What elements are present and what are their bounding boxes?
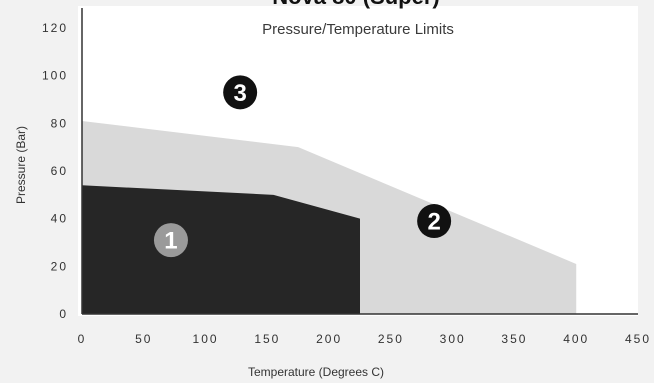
annotation-layer: 1 2 3: [153, 75, 452, 258]
areas-layer: [82, 120, 577, 314]
x-tick-label: 450: [625, 332, 651, 346]
y-tick-label: 60: [51, 164, 68, 178]
region-marker-circle: [417, 204, 452, 239]
chart-title: Pressure/Temperature Limits: [262, 21, 454, 38]
region-marker-1: 1: [153, 223, 188, 258]
y-tick-label: 100: [42, 69, 68, 83]
region-marker-3: 3: [223, 75, 258, 110]
axes-layer: [81, 8, 638, 315]
y-tick-label: 0: [59, 307, 68, 321]
x-tick-label: 350: [501, 332, 527, 346]
x-tick-label: 200: [316, 332, 342, 346]
limit-area-2: [82, 185, 360, 314]
y-axis-label: Pressure (Bar): [14, 126, 28, 204]
y-tick-label: 20: [51, 259, 68, 273]
region-marker-label: 1: [164, 228, 177, 255]
x-tick-label: 300: [440, 332, 466, 346]
x-tick-label: 150: [254, 332, 280, 346]
x-tick-label: 400: [563, 332, 589, 346]
region-marker-2: 2: [417, 204, 452, 239]
region-marker-label: 3: [233, 80, 246, 107]
x-axis-label: Temperature (Degrees C): [248, 365, 384, 379]
x-tick-label: 0: [78, 332, 87, 346]
region-marker-label: 2: [427, 209, 440, 236]
region-marker-circle: [153, 223, 188, 258]
x-tick-label: 50: [135, 332, 152, 346]
y-tick-label: 80: [51, 116, 68, 130]
x-tick-label: 100: [193, 332, 219, 346]
x-tick-label: 250: [378, 332, 404, 346]
y-tick-label: 40: [51, 212, 68, 226]
ticks-layer: 0 50 100 150 200 250 300 350 400 450 0 20 40 60 80 100 1…: [42, 21, 651, 346]
top-title: Nova 80 (Super): [272, 0, 440, 9]
y-tick-label: 120: [42, 21, 68, 35]
region-marker-circle: [223, 75, 258, 110]
